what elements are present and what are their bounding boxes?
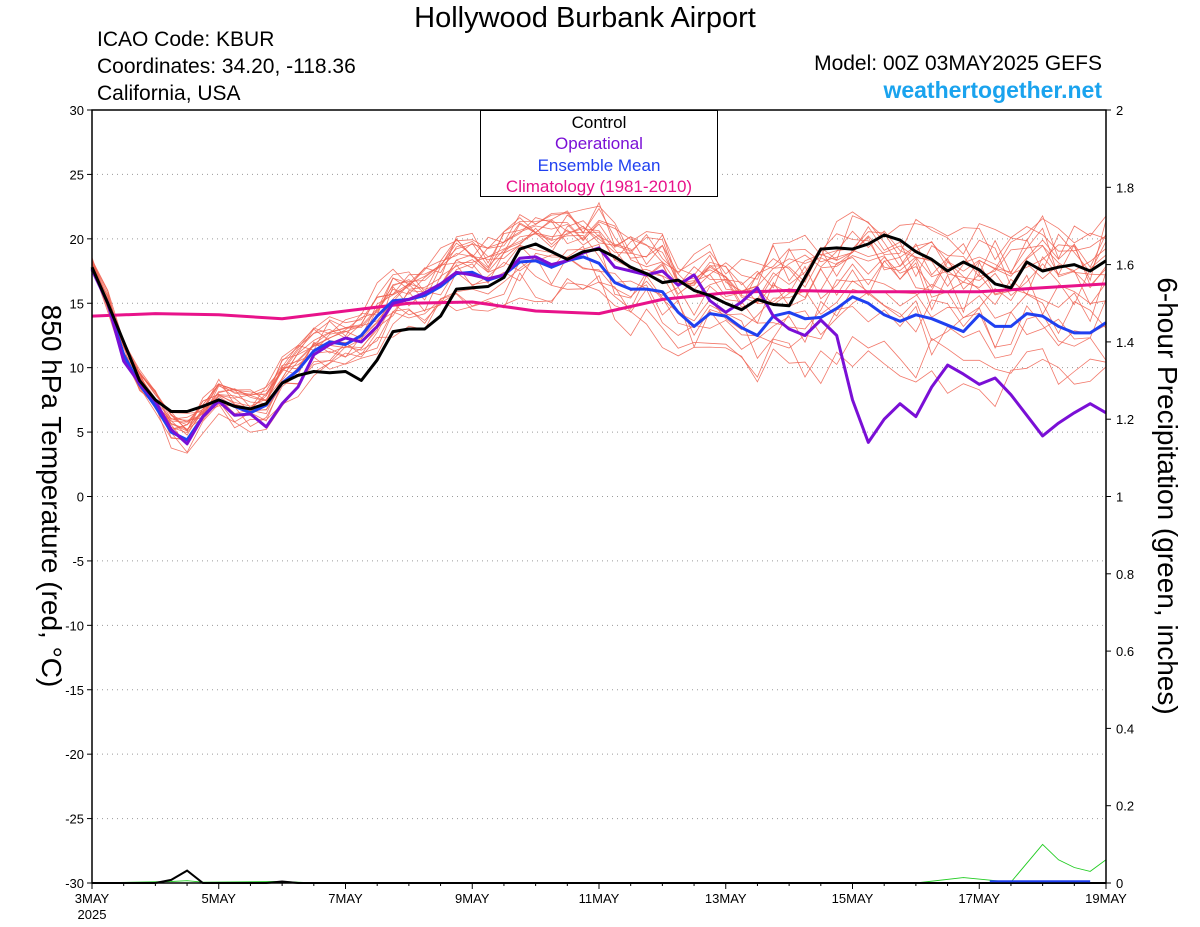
y-tick-label: 10 [70,361,84,376]
ensemble-member-line [91,219,1107,434]
precip-ensemble-line [91,843,1107,884]
x-tick-label: 13MAY [705,891,747,906]
ensemble-member-line [91,245,1107,430]
x-tick-label: 11MAY [579,891,620,906]
ensemble-member-line [91,219,1107,430]
y-tick-label: -25 [65,812,84,827]
y-tick-label: -30 [65,876,84,891]
y2-tick-label: 1.2 [1116,412,1134,427]
icao-code: ICAO Code: KBUR [97,28,275,51]
climatology-line [91,282,1107,321]
main-series-lines [90,233,1107,446]
y-tick-label: -5 [72,554,84,569]
precipitation-lines [91,843,1107,884]
x-tick-label: 17MAY [958,891,1000,906]
ensemble-member-line [91,201,1107,432]
ensemble-member-line [91,243,1107,441]
y2-tick-label: 2 [1116,103,1123,118]
y2-tick-label: 0.4 [1116,721,1134,736]
ensemble-member-line [91,256,1107,446]
y-tick-label: -15 [65,683,84,698]
ensemble-member-line [91,207,1107,414]
y-tick-label: 25 [70,167,84,182]
x-tick-label: 5MAY [202,891,237,906]
legend-entry-control: Control [571,113,627,132]
y2-tick-label: 1 [1116,490,1123,505]
precip-control-line [92,869,1106,884]
legend-entry-operational: Operational [555,134,643,154]
y2-tick-label: 1.6 [1116,258,1134,273]
y-tick-label: -20 [65,747,84,762]
x-tick-label: 15MAY [832,891,874,906]
ensemble-mean-line [90,255,1107,442]
y-tick-label: 15 [70,296,84,311]
plot-frame [91,109,1107,884]
ensemble-member-line [91,260,1107,440]
left-axis-ticks: -30 -25 -20 -15 -10 -5 0 5 10 15 20 25 30 [65,103,92,891]
y2-tick-label: 0.6 [1116,644,1134,659]
x-axis-ticks: 3MAY2025 5MAY 7MAY 9MAY 11MAY 13MAY 15MAY 17MAY… [75,883,1127,922]
gridlines [92,173,1106,820]
x-tick-label: 3MAY [75,891,110,906]
x-tick-label: 9MAY [455,891,490,906]
y-axis-label: 850 hPa Temperature (red, °C) [36,305,67,688]
y2-tick-label: 1.8 [1116,180,1134,195]
ensemble-member-line [91,223,1107,423]
ensemble-member-line [91,215,1107,423]
ensemble-member-lines [91,201,1107,454]
y-tick-label: 0 [77,490,84,505]
chart-title: Hollywood Burbank Airport [414,2,756,34]
model-run: Model: 00Z 03MAY2025 GEFS [814,52,1102,75]
y-tick-label: 30 [70,103,84,118]
region: California, USA [97,82,241,105]
y-tick-label: 20 [70,232,84,247]
legend: Control Operational Ensemble Mean Climat… [480,110,718,197]
control-line [90,233,1107,413]
x-tick-label: 19MAY [1085,891,1127,906]
y2-tick-label: 0.2 [1116,799,1134,814]
x-tick-label: 7MAY [328,891,363,906]
y-tick-label: 5 [77,425,84,440]
y2-tick-label: 0.8 [1116,567,1134,582]
legend-entry-climatology: Climatology (1981-2010) [505,177,693,197]
ensemble-member-line [91,244,1107,432]
legend-entry-ensemble-mean: Ensemble Mean [537,155,661,175]
right-axis-ticks: 0 0.2 0.4 0.6 0.8 1 1.2 1.4 1.6 1.8 2 [1106,103,1134,891]
ensemble-member-line [91,268,1107,454]
y2-axis-label: 6-hour Precipitation (green, inches) [1152,277,1183,714]
ensemble-member-line [91,220,1107,421]
y2-tick-label: 1.4 [1116,335,1134,350]
y-tick-label: -10 [65,618,84,633]
website-link[interactable]: weathertogether.net [883,77,1102,103]
ensemble-member-line [91,266,1107,454]
coordinates: Coordinates: 34.20, -118.36 [97,55,356,78]
x-tick-sublabel: 2025 [78,907,107,922]
y2-tick-label: 0 [1116,876,1123,891]
